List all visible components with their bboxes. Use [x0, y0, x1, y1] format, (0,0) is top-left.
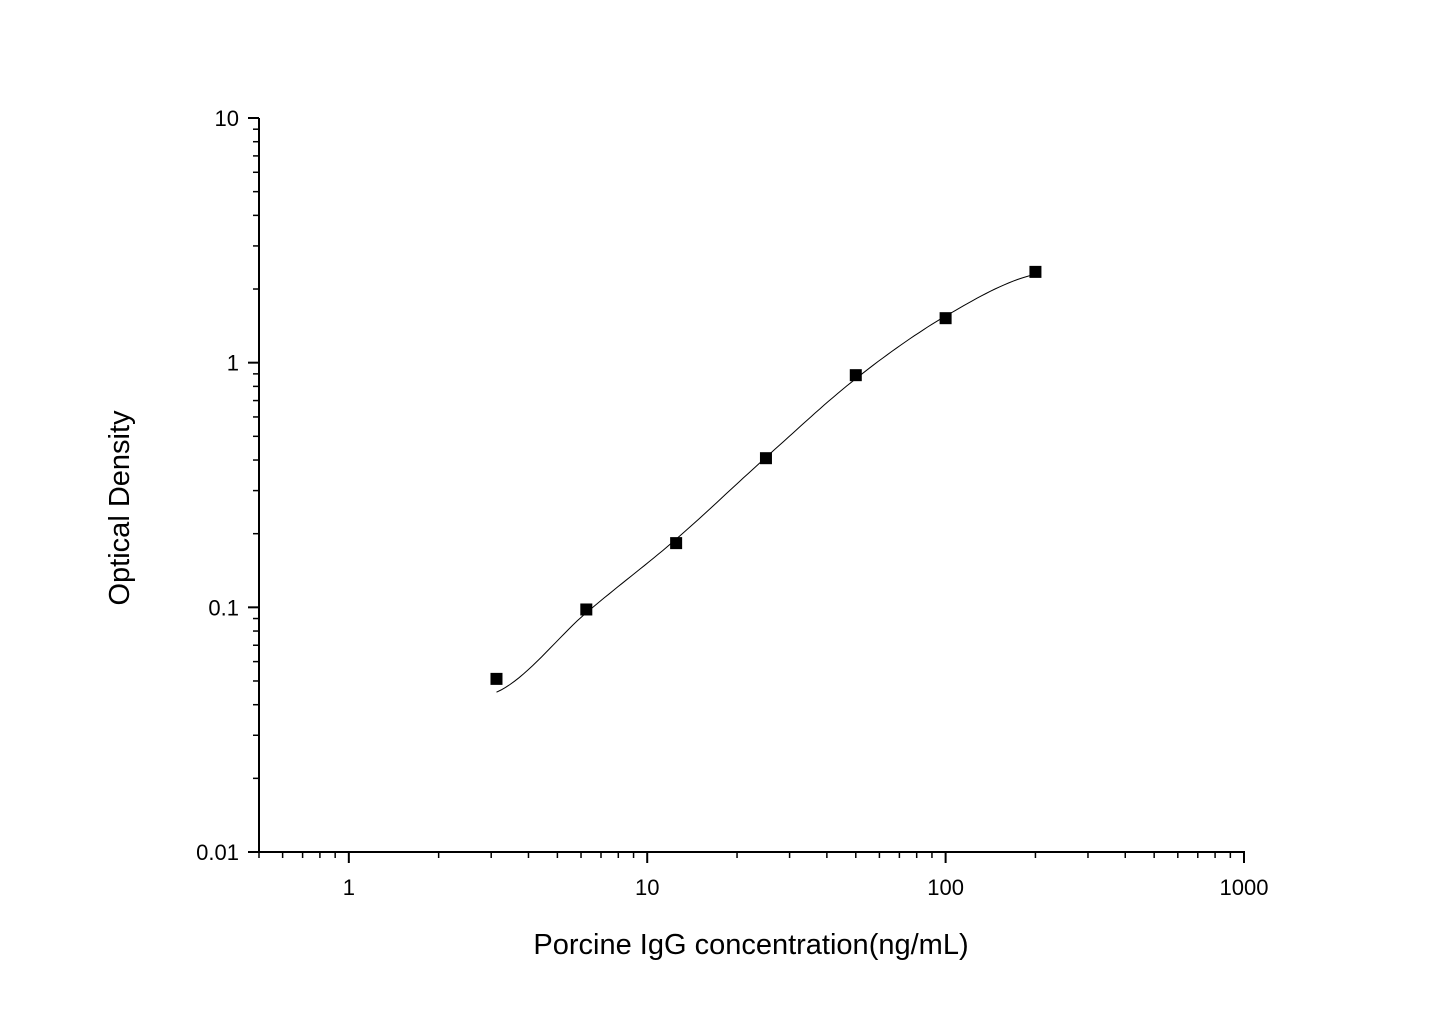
data-points [490, 265, 1042, 685]
x-tick-label: 10 [635, 875, 659, 900]
y-tick-label: 0.1 [208, 595, 239, 620]
data-point [939, 312, 952, 325]
y-axis-title: Optical Density [104, 410, 136, 606]
data-point [490, 672, 503, 685]
data-point [580, 603, 593, 616]
y-tick-label: 1 [227, 351, 239, 376]
y-tick-label: 10 [215, 106, 239, 131]
data-point [1029, 265, 1042, 278]
x-axis-title: Porcine IgG concentration(ng/mL) [533, 929, 968, 961]
data-point [670, 537, 683, 550]
x-tick-label: 1 [343, 875, 355, 900]
axes: 1 10 100 1000 0.01 0.1 1 10 [196, 106, 1268, 900]
x-tick-label: 100 [927, 875, 964, 900]
x-tick-label: 1000 [1220, 875, 1269, 900]
data-point [849, 369, 862, 382]
fit-curve [496, 273, 1036, 693]
y-tick-label: 0.01 [196, 840, 239, 865]
fit-curve-group [496, 273, 1036, 693]
data-point [759, 452, 772, 465]
